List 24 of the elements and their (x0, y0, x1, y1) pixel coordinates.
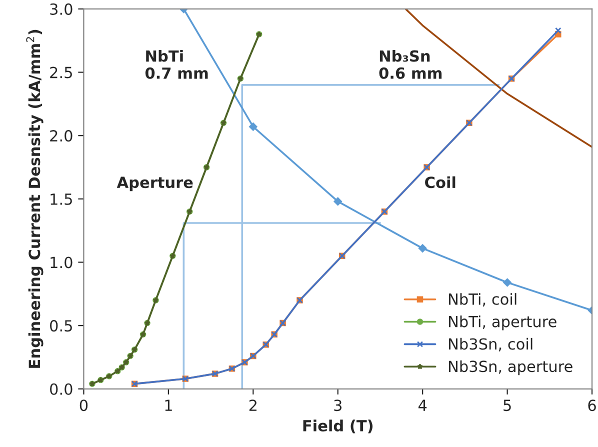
x-tick-label: 2 (249, 400, 256, 411)
y-tick-label: 1.5 (50, 194, 72, 205)
y-tick-label: 3.0 (50, 3, 72, 15)
y-axis-title: Engineering Current Desnsity (kA/mm$^{2}$) (26, 30, 44, 368)
y-tick-label: 2.5 (50, 66, 72, 78)
legend-label: NbTi, coil (448, 293, 516, 306)
legend-label: Nb3Sn, coil (448, 338, 532, 352)
y-tick-label: 0.0 (50, 383, 72, 395)
x-axis-title: Field (T) (303, 420, 373, 434)
y-tick-label: 1.0 (50, 256, 72, 268)
x-tick-label: 4 (418, 400, 427, 411)
annotation: Aperture (116, 176, 193, 192)
annotation: Coil (425, 176, 456, 188)
annotation: Nb₃Sn 0.6 mm (379, 50, 442, 79)
x-tick-label: 6 (588, 400, 596, 412)
y-tick-label: 2.0 (50, 130, 72, 142)
legend-label: Nb3Sn, aperture (448, 360, 572, 376)
x-tick-label: 0 (80, 400, 88, 412)
x-tick-label: 1 (165, 400, 172, 411)
annotation: NbTi 0.7 mm (145, 50, 208, 79)
y-tick-label: 0.5 (50, 320, 72, 332)
legend-label: NbTi, aperture (448, 316, 556, 330)
x-tick-label: 5 (504, 400, 511, 412)
x-tick-label: 3 (334, 400, 342, 412)
